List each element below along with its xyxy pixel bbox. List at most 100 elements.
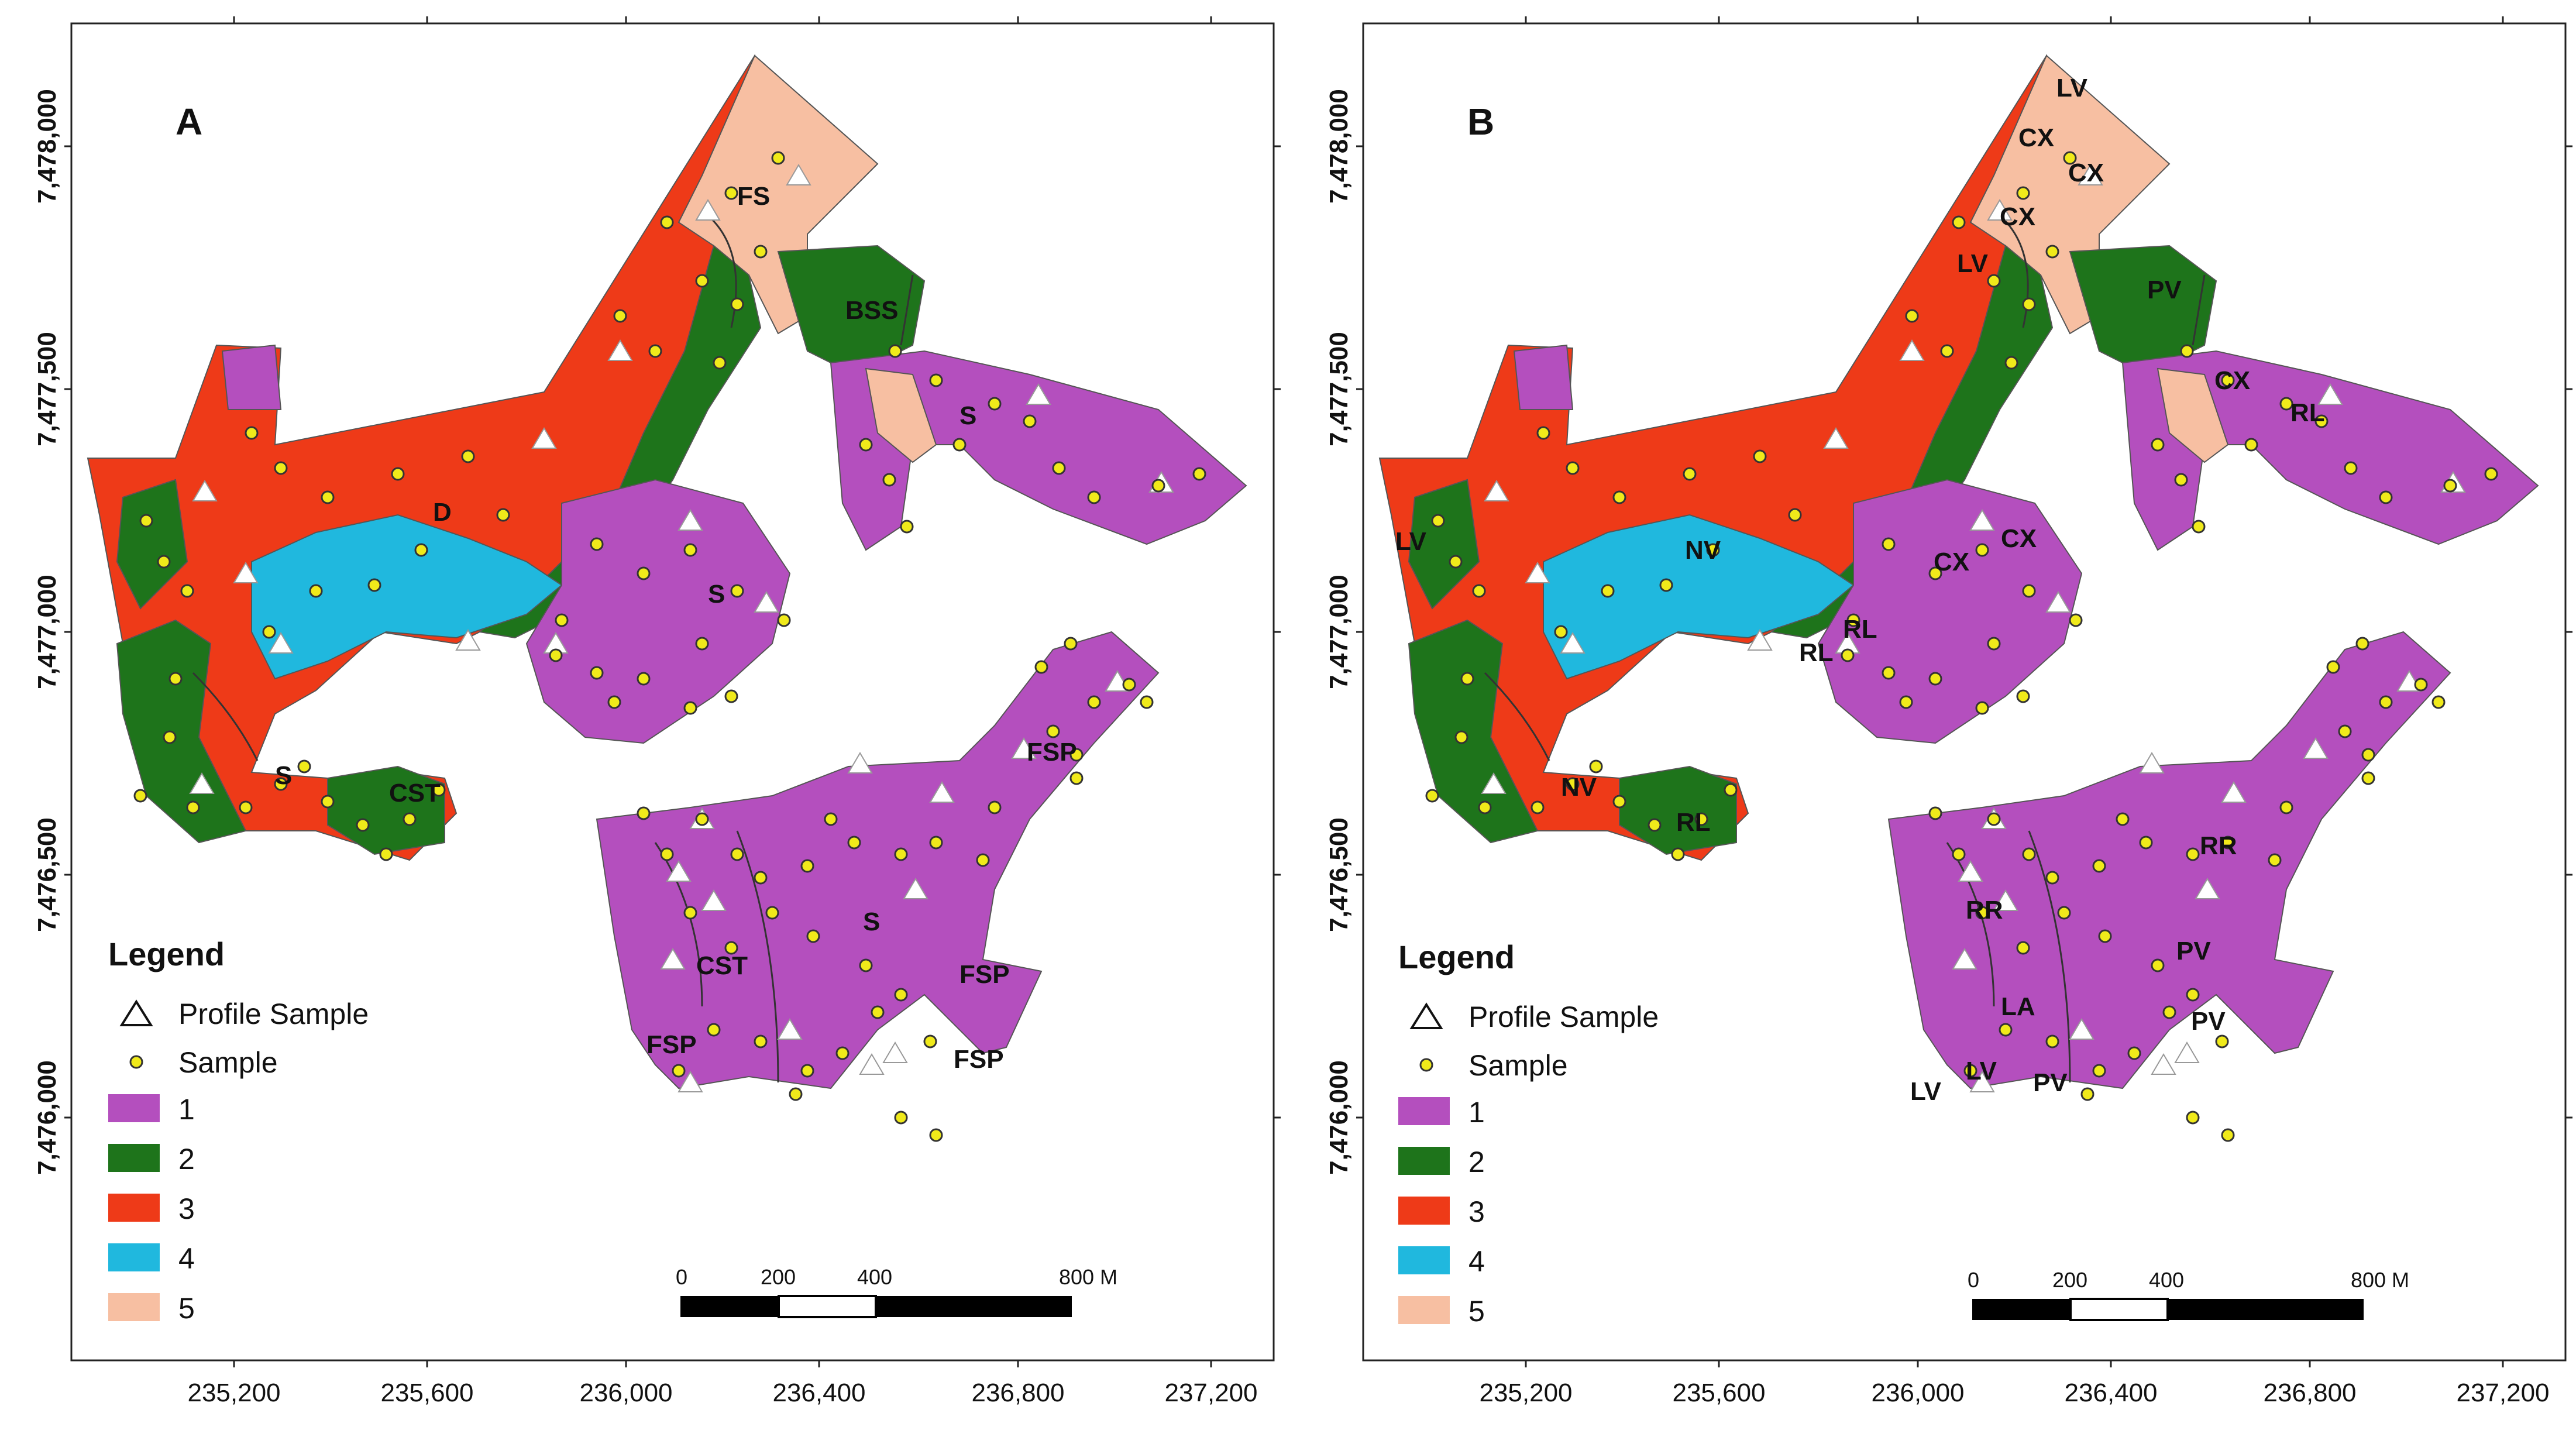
map-a-soil-polygons [87, 54, 1247, 1089]
sample-marker [1928, 672, 1942, 686]
map-b-y-axis: 7,478,000 7,477,500 7,477,000 7,476,500 … [1325, 89, 1353, 1175]
map-b-soil-polygons [1378, 54, 2539, 1089]
sample-marker [274, 777, 288, 791]
sample-marker [976, 853, 990, 867]
profile-sample-marker [701, 889, 727, 911]
legend-swatch-class-1 [1398, 1097, 1450, 1125]
sample-marker [590, 537, 604, 551]
sample-marker [1612, 490, 1626, 504]
sample-marker [1928, 566, 1942, 580]
sample-marker [637, 806, 651, 820]
map-a-unit-label: D [433, 498, 452, 527]
profile-sample-marker [2317, 383, 2343, 405]
sample-marker [1724, 783, 1738, 797]
map-b-unit-label: LV [2056, 74, 2088, 102]
x-tick-label: 236,400 [2064, 1379, 2157, 1407]
scale-label: 400 [857, 1265, 892, 1289]
sample-marker [139, 514, 153, 528]
sample-marker [929, 1128, 943, 1142]
sample-marker [321, 490, 335, 504]
profile-sample-marker [531, 427, 557, 449]
sample-marker [297, 759, 311, 774]
sample-marker [2186, 1111, 2200, 1125]
y-tick-label: 7,477,000 [33, 575, 61, 689]
x-tick-label: 235,600 [1672, 1379, 1765, 1407]
profile-sample-marker [2221, 781, 2247, 803]
sample-marker [2016, 941, 2030, 955]
sample-marker [894, 1111, 908, 1125]
sample-marker [2379, 695, 2393, 709]
sample-marker [2279, 397, 2293, 411]
soil-class-1-area [221, 344, 282, 410]
sample-marker [2127, 1046, 2141, 1060]
x-tick-label: 237,200 [2456, 1379, 2549, 1407]
sample-marker [2069, 613, 2083, 627]
sample-marker [1478, 800, 1492, 814]
sample-marker [1460, 672, 1474, 686]
sample-marker [888, 344, 902, 358]
profile-sample-marker [1560, 632, 1586, 654]
sample-marker [1023, 414, 1037, 428]
map-a-y-axis: 7,478,000 7,477,500 7,477,000 7,476,500 … [33, 89, 61, 1175]
legend-swatch-class-5 [1398, 1296, 1450, 1324]
legend-swatch-class-1 [108, 1094, 160, 1122]
legend-sample: Sample [178, 1046, 278, 1079]
sample-marker [672, 1064, 686, 1078]
soil-class-4-area [251, 514, 563, 680]
sample-marker [695, 637, 709, 651]
profile-sample-marker [1026, 383, 1051, 405]
soil-unit-boundary [192, 672, 259, 761]
profile-sample-marker [786, 164, 811, 185]
soil-class-5-area [2157, 367, 2229, 463]
sample-marker [789, 1087, 803, 1101]
map-a-scale-bar: 0 200 400 800 M [676, 1265, 1117, 1318]
map-a-unit-label: S [275, 761, 292, 790]
sample-marker [1472, 584, 1486, 598]
sample-marker [2016, 186, 2030, 200]
map-b-unit-label: PV [2033, 1068, 2068, 1097]
profile-sample-marker [1987, 199, 2013, 221]
map-a-label: A [176, 101, 202, 143]
soil-class-2-area [327, 765, 445, 855]
sample-marker [1140, 695, 1154, 709]
profile-sample-marker [2174, 1041, 2200, 1063]
sample-marker [186, 800, 200, 814]
map-a-unit-label: FSP [954, 1045, 1004, 1074]
scale-segment [2069, 1298, 2169, 1321]
sample-marker [2057, 906, 2071, 920]
sample-marker [847, 836, 861, 850]
map-a-ticks [64, 16, 1281, 1367]
y-tick-label: 7,476,500 [1325, 817, 1353, 932]
map-b-x-axis: 235,200 235,600 236,000 236,400 236,800 … [1479, 1379, 2549, 1407]
sample-marker [2484, 467, 2498, 481]
sample-marker [765, 906, 779, 920]
sample-marker [882, 473, 896, 487]
sample-marker [1566, 461, 1580, 475]
sample-marker [1122, 678, 1136, 692]
map-a-unit-label: FSP [646, 1030, 697, 1059]
sample-marker [754, 1034, 768, 1049]
soil-class-2-area [1408, 479, 1480, 610]
profile-sample-icon [1409, 1002, 1443, 1029]
map-b-unit-label: NV [1685, 536, 1721, 565]
sample-marker [1425, 789, 1439, 803]
x-tick-label: 236,400 [772, 1379, 865, 1407]
map-a-panel: A FS BSS D S S S CST FSP S CST FSP FSP F… [33, 16, 1281, 1407]
legend-class-label: 5 [178, 1292, 195, 1325]
soil-class-1-area [1513, 344, 1574, 410]
map-b-unit-label: RR [1966, 896, 2003, 924]
profile-sample-marker [1993, 889, 2018, 911]
sample-marker [461, 449, 475, 463]
sample-marker [806, 929, 820, 943]
sample-marker [660, 215, 674, 229]
sample-marker [2151, 438, 2165, 452]
y-tick-label: 7,476,000 [1325, 1060, 1353, 1175]
map-b-unit-label: CX [2000, 202, 2035, 231]
sample-marker [835, 1046, 850, 1060]
sample-marker [894, 988, 908, 1002]
sample-marker [2045, 1034, 2059, 1049]
sample-marker [2080, 1087, 2094, 1101]
sample-marker [133, 789, 147, 803]
profile-sample-marker [455, 629, 481, 651]
